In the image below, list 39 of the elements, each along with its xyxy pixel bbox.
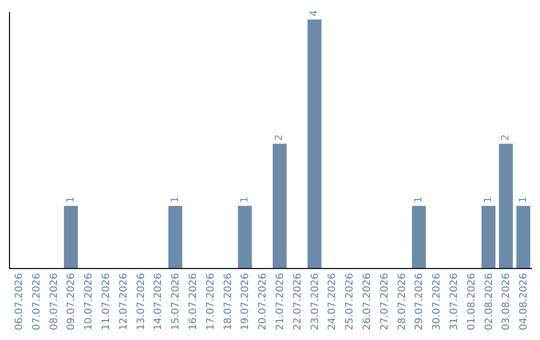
x-tick-label: 15.07.2026 [170,273,182,330]
x-tick-label: 22.07.2026 [292,273,304,330]
x-tick-label: 03.08.2026 [501,273,512,330]
x-tick-label: 24.07.2026 [327,273,338,330]
x-tick-label: 31.07.2026 [448,273,460,330]
x-tick-label: 14.07.2026 [153,273,164,330]
x-tick-label: 13.07.2026 [136,273,147,330]
x-tick-label: 09.07.2026 [66,273,78,330]
x-tick-label: 20.07.2026 [258,273,269,330]
x-tick-label: 28.07.2026 [396,273,408,330]
x-tick-label: 10.07.2026 [84,273,95,330]
x-tick-label: 30.07.2026 [432,273,443,330]
data-label: 4 [309,10,320,16]
data-label: 1 [413,196,424,203]
data-label: 2 [500,134,512,141]
data-label: 1 [239,196,250,203]
data-label: 1 [518,196,529,203]
data-label: 1 [65,196,76,203]
x-tick-label: 23.07.2026 [310,273,321,330]
x-tick-label: 06.07.2026 [14,273,25,330]
x-tick-label: 01.08.2026 [466,273,478,330]
x-tick-label: 21.07.2026 [274,273,286,330]
x-tick-label: 26.07.2026 [362,273,373,330]
data-label: 1 [170,196,181,203]
x-tick-label: 11.07.2026 [100,273,112,330]
x-tick-label: 25.07.2026 [344,273,356,330]
x-tick-label: 19.07.2026 [240,273,252,330]
x-tick-label: 17.07.2026 [205,273,216,330]
x-tick-label: 12.07.2026 [118,273,130,330]
x-tick-label: 08.07.2026 [48,273,60,330]
x-tick-label: 18.07.2026 [222,273,234,330]
data-label: 1 [483,196,494,203]
x-tick-label: 02.08.2026 [484,273,495,330]
x-tick-label: 04.08.2026 [518,273,530,330]
x-tick-label: 29.07.2026 [414,273,426,330]
x-tick-label: 27.07.2026 [379,273,390,330]
x-tick-label: 07.07.2026 [31,273,42,330]
data-label: 2 [274,134,286,141]
x-tick-label: 16.07.2026 [188,273,199,330]
